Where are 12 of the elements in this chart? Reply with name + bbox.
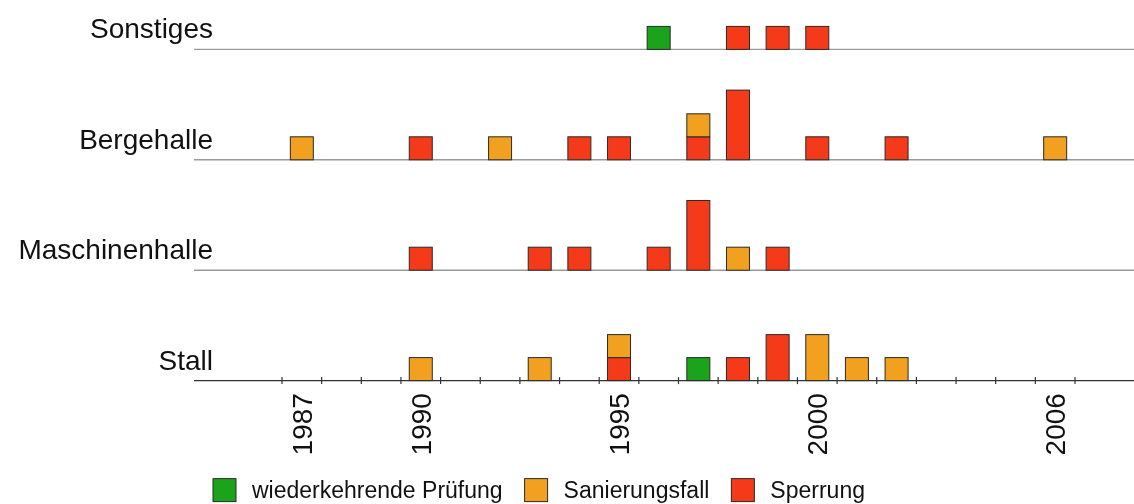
x-tick-label: 1995: [604, 393, 636, 456]
legend-label: wiederkehrende Prüfung: [251, 476, 503, 503]
y-axis-title: Sonstiges: [90, 13, 213, 45]
y-axis-title: Maschinenhalle: [18, 234, 213, 266]
y-axis-title: Stall: [158, 344, 213, 376]
x-tick-label: 2006: [1040, 393, 1072, 456]
x-tick-label: 2000: [802, 393, 834, 456]
legend-label: Sperrung: [770, 476, 865, 503]
x-tick-label: 1987: [286, 393, 318, 456]
x-tick-label: 1990: [405, 393, 437, 456]
y-axis-title: Bergehalle: [79, 123, 213, 155]
legend-label: Sanierungsfall: [563, 476, 710, 503]
